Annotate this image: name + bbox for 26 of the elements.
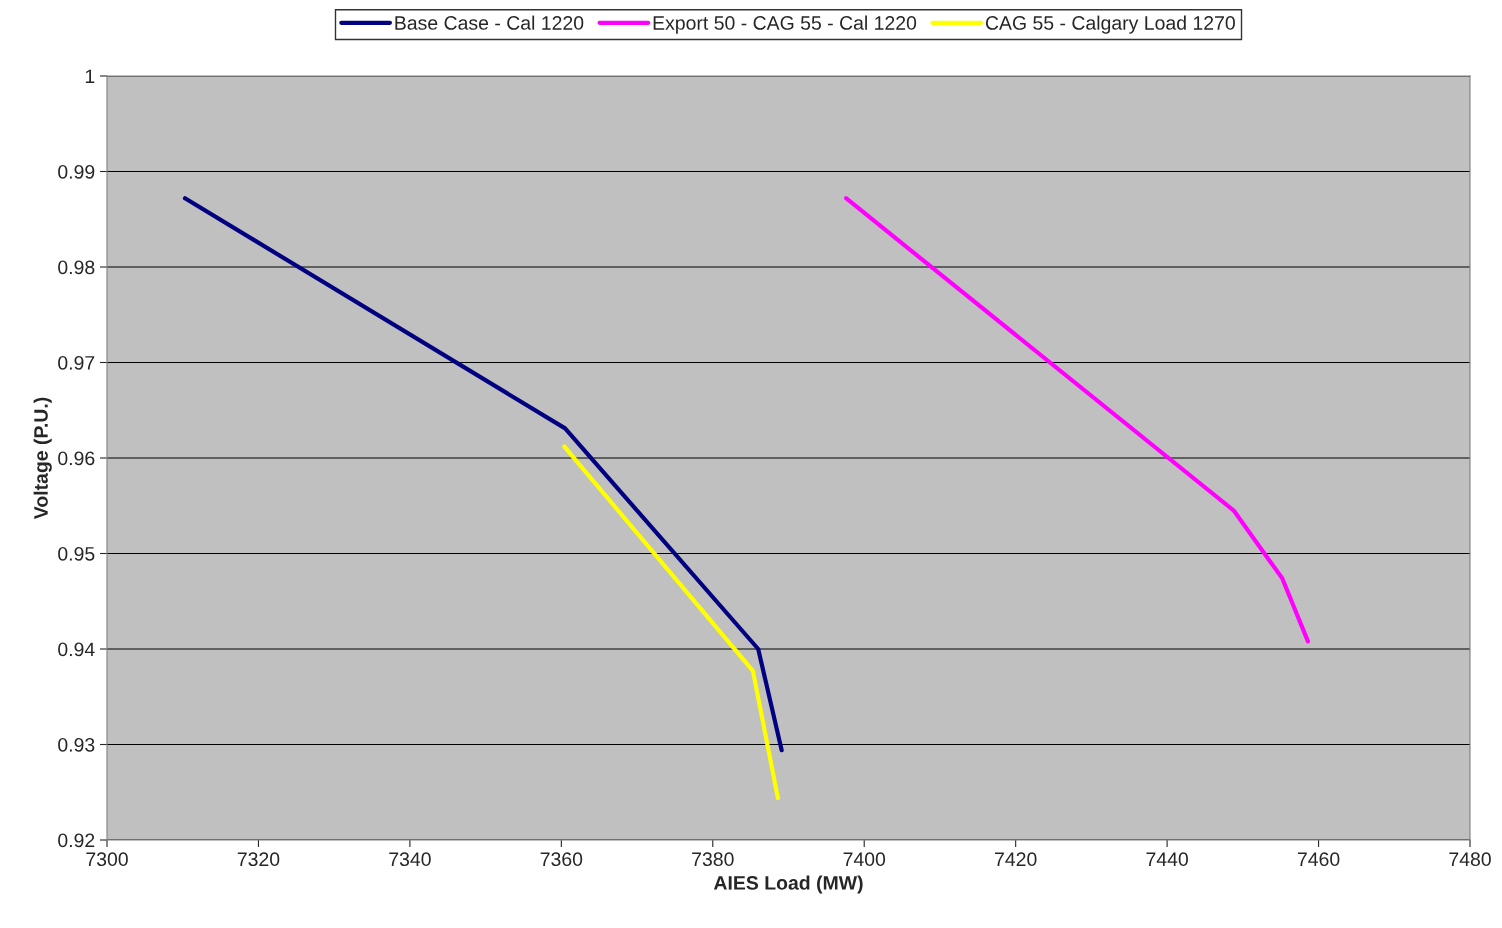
x-tick-label: 7460 <box>1297 852 1340 867</box>
y-tick-label: 0.94 <box>58 642 95 657</box>
x-tick-label: 7480 <box>1449 852 1491 867</box>
y-tick-label: 1 <box>85 69 95 84</box>
x-tick-label: 7400 <box>843 852 886 867</box>
legend-label: CAG 55 - Calgary Load 1270 <box>985 15 1235 34</box>
line-series <box>843 196 1311 644</box>
legend-label: Base Case - Cal 1220 <box>395 15 584 30</box>
y-tick-label: 0.96 <box>58 451 95 466</box>
y-tick-label: 0.99 <box>58 164 95 179</box>
y-tick-label: 0.93 <box>58 737 95 752</box>
x-tick-label: 7340 <box>389 852 431 867</box>
y-tick-label: 0.95 <box>58 546 95 561</box>
y-axis-title: Voltage (P.U.) <box>33 397 52 520</box>
x-axis-title: AIES Load (MW) <box>713 875 863 894</box>
y-tick-label: 0.98 <box>58 260 95 275</box>
y-tick-label: 0.97 <box>58 355 95 370</box>
legend-label: Export 50 - CAG 55 - Cal 1220 <box>653 15 917 34</box>
line-series <box>182 196 784 753</box>
x-tick-label: 7320 <box>237 852 280 867</box>
x-tick-label: 7380 <box>692 852 734 867</box>
y-tick-label: 0.92 <box>58 833 95 848</box>
x-tick-label: 7300 <box>86 852 128 867</box>
x-tick-label: 7420 <box>995 852 1037 867</box>
x-tick-label: 7360 <box>540 852 583 867</box>
x-tick-label: 7440 <box>1146 852 1188 867</box>
